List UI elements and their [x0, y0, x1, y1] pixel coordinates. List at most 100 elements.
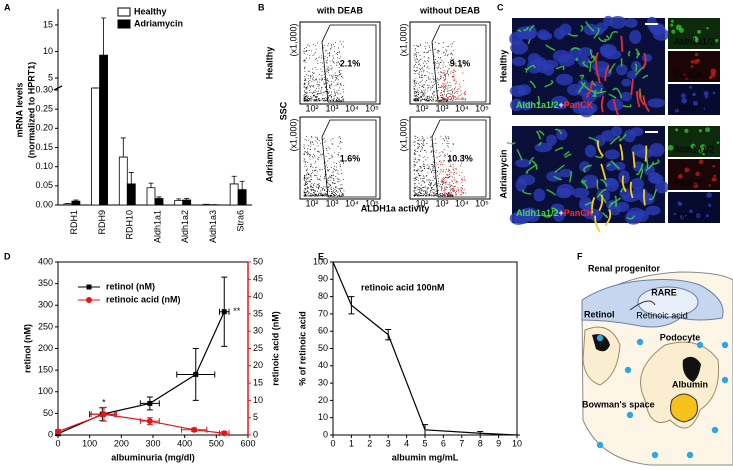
event-dot — [436, 156, 438, 158]
event-dot — [417, 195, 419, 197]
event-dot — [435, 100, 437, 102]
channel-tile — [668, 192, 720, 223]
channel-signal — [715, 39, 719, 43]
event-dot — [461, 193, 463, 195]
event-dot — [322, 97, 324, 99]
event-dot — [422, 95, 424, 96]
event-dot — [421, 177, 423, 179]
x-tick-label: 10⁵ — [475, 198, 489, 208]
event-dot — [321, 99, 323, 101]
event-dot — [465, 98, 467, 100]
event-dot — [343, 190, 345, 192]
event-dot — [435, 182, 437, 184]
event-dot — [323, 187, 325, 189]
event-dot — [447, 97, 449, 98]
event-dot — [435, 178, 436, 180]
event-dot — [333, 190, 335, 191]
event-dot — [316, 96, 317, 97]
event-dot — [413, 183, 415, 185]
event-dot — [422, 84, 424, 86]
event-dot — [418, 60, 420, 61]
error-bar — [348, 296, 355, 315]
event-dot — [428, 87, 430, 89]
event-dot — [326, 180, 328, 182]
event-dot — [320, 175, 321, 177]
stain-green — [542, 214, 553, 218]
event-dot — [309, 174, 311, 176]
event-dot — [432, 76, 434, 78]
event-dot — [307, 71, 309, 73]
arrow — [629, 300, 656, 311]
event-dot — [430, 151, 432, 153]
bar — [237, 189, 247, 206]
event-dot — [452, 76, 454, 78]
event-dot — [306, 94, 308, 96]
nucleus — [534, 57, 547, 67]
event-dot — [310, 136, 312, 137]
event-dot — [462, 191, 464, 193]
event-dot — [307, 186, 308, 188]
event-dot — [446, 153, 448, 155]
event-dot — [444, 74, 446, 76]
event-dot — [448, 138, 450, 140]
event-dot — [413, 81, 415, 83]
event-dot — [446, 187, 448, 188]
event-dot — [454, 99, 456, 101]
event-dot — [307, 182, 308, 184]
event-dot — [426, 63, 428, 65]
event-dot — [417, 168, 419, 170]
event-dot — [452, 164, 454, 166]
event-dot — [449, 98, 451, 100]
event-dot — [311, 195, 313, 197]
y-tick-label: 20 — [318, 395, 328, 405]
event-dot — [311, 186, 313, 187]
nucleus — [534, 142, 553, 153]
legend-marker — [86, 297, 92, 303]
x-tick-label: 500 — [209, 438, 224, 448]
event-dot — [305, 100, 307, 101]
row-label: Healthy — [498, 50, 508, 83]
event-dot — [307, 181, 309, 183]
event-dot — [418, 74, 420, 76]
event-dot — [445, 168, 447, 170]
stain-green — [635, 48, 641, 56]
event-dot — [438, 194, 440, 195]
event-dot — [312, 92, 314, 94]
event-dot — [456, 191, 458, 193]
event-dot — [306, 152, 307, 153]
event-dot — [441, 59, 443, 61]
event-dot — [443, 52, 445, 54]
diagram-label: Albumin — [672, 379, 708, 389]
event-dot — [456, 189, 458, 191]
event-dot — [418, 147, 420, 149]
event-dot — [417, 63, 419, 65]
nucleus — [645, 205, 661, 216]
channel-signal — [673, 212, 677, 216]
event-dot — [337, 52, 339, 53]
event-dot — [431, 182, 433, 183]
event-dot — [435, 189, 437, 191]
event-dot — [420, 195, 422, 197]
nucleus — [624, 18, 638, 28]
event-dot — [446, 45, 448, 47]
event-dot — [446, 93, 448, 95]
legend-label: retinol (nM) — [106, 281, 155, 291]
event-dot — [321, 77, 323, 79]
event-dot — [323, 100, 325, 102]
event-dot — [329, 183, 331, 185]
event-dot — [327, 66, 329, 68]
event-dot — [331, 91, 332, 93]
nucleus — [618, 170, 630, 184]
event-dot — [414, 73, 416, 74]
event-dot — [438, 62, 440, 64]
event-dot — [306, 192, 308, 194]
event-dot — [422, 68, 424, 70]
event-dot — [450, 43, 452, 45]
event-dot — [334, 193, 336, 195]
event-dot — [323, 195, 325, 196]
event-dot — [444, 86, 446, 88]
event-dot — [327, 70, 329, 72]
event-dot — [431, 150, 433, 152]
event-dot — [421, 90, 422, 92]
